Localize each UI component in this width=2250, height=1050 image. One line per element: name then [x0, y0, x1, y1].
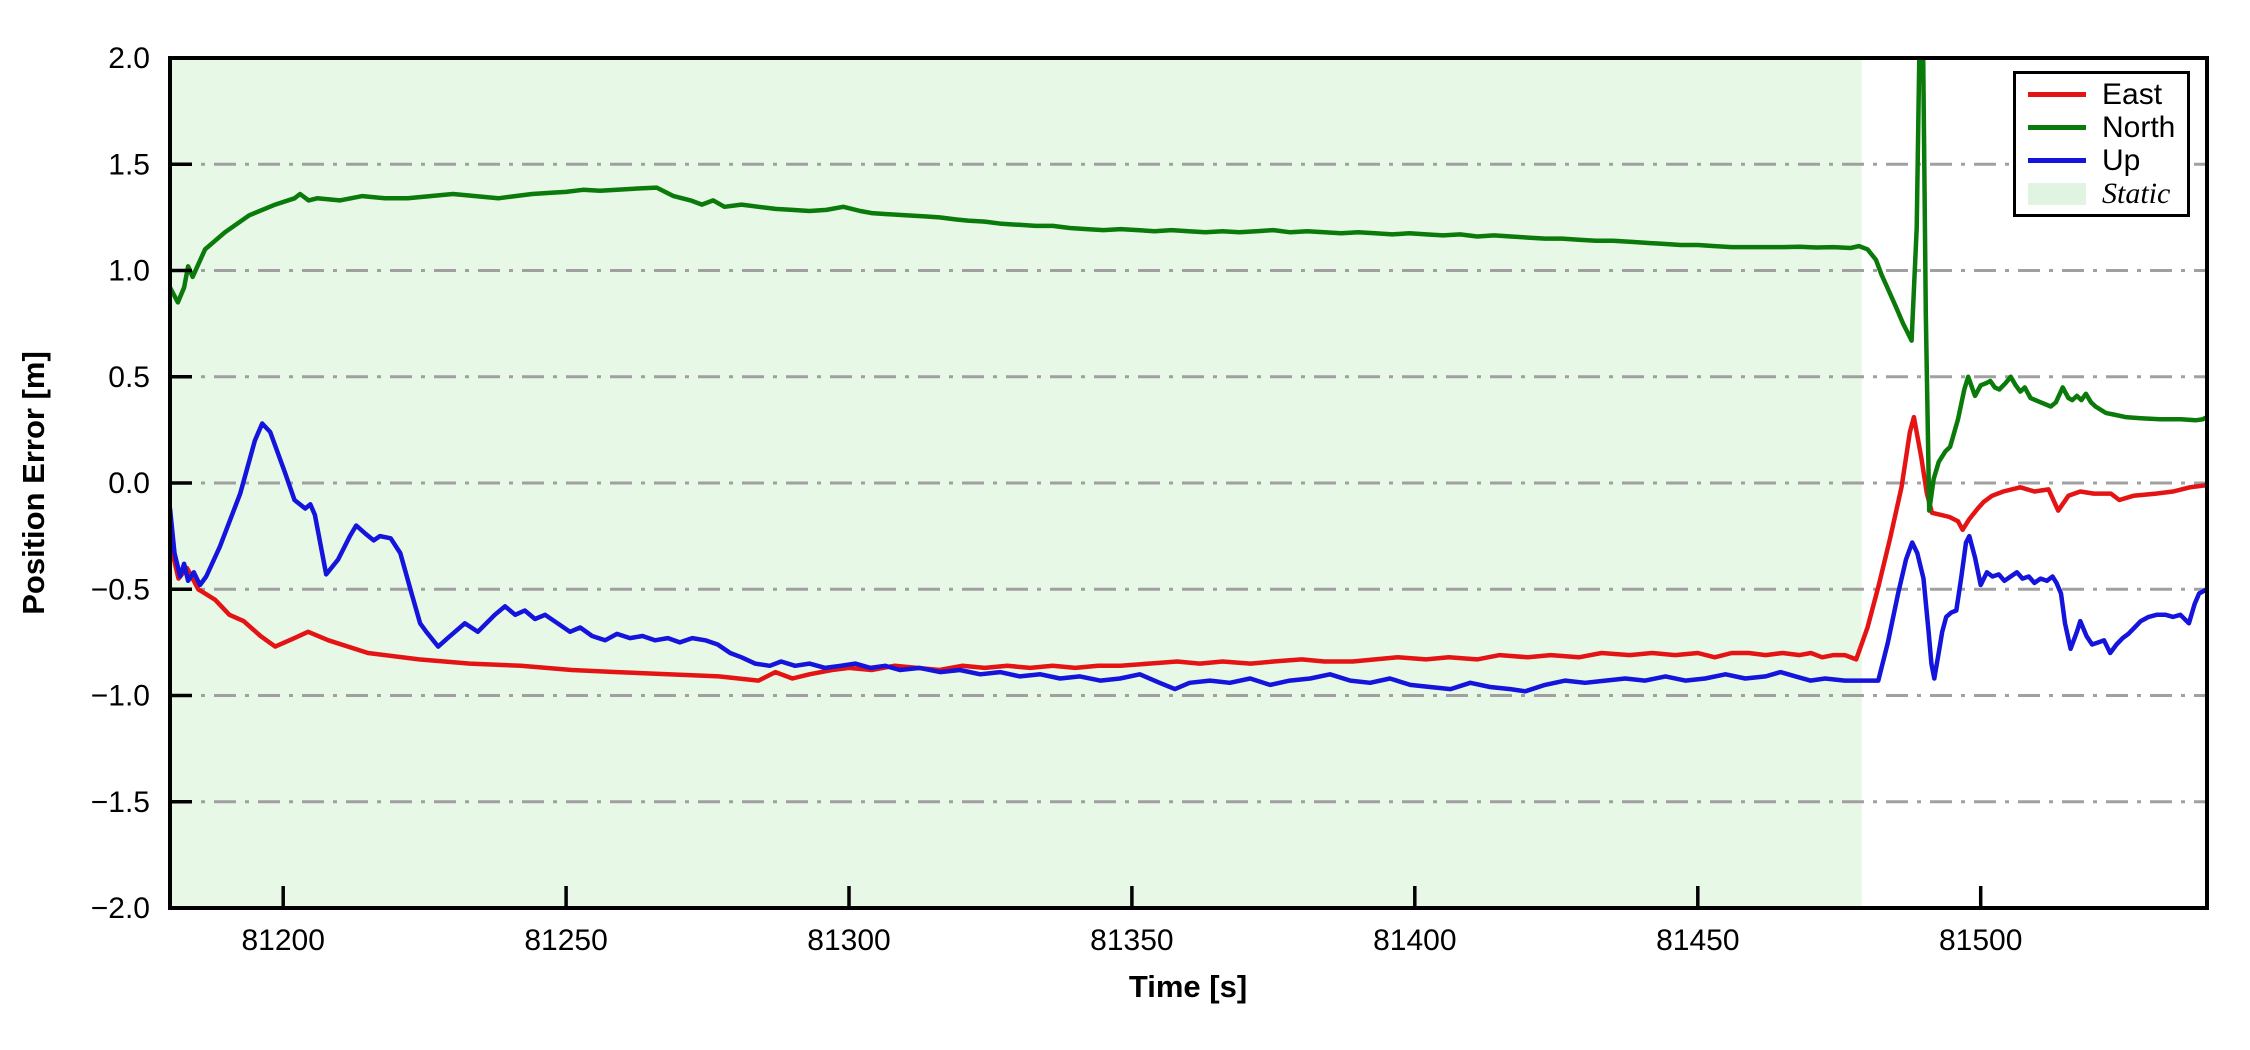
y-tick-label-0.5: 0.5	[108, 361, 150, 394]
y-tick-label-−2.0: −2.0	[91, 892, 150, 925]
legend-item-up: Up	[2028, 144, 2183, 177]
gridline-layer	[170, 162, 2207, 804]
y-tick-label-2.0: 2.0	[108, 42, 150, 75]
series-layer	[170, 58, 2207, 694]
legend-label-east: East	[2102, 77, 2163, 111]
legend-item-north: North	[2028, 111, 2183, 144]
legend: East North Up Static	[2013, 71, 2190, 217]
series-line-north	[170, 58, 2207, 513]
y-axis-title: Position Error [m]	[16, 351, 51, 615]
east-line-swatch	[2028, 92, 2086, 97]
x-tick-label-81200: 81200	[241, 924, 324, 957]
y-tick-label-−0.5: −0.5	[91, 573, 150, 606]
x-tick-label-81500: 81500	[1939, 924, 2022, 957]
legend-item-static: Static	[2028, 177, 2183, 210]
x-tick-label-81250: 81250	[524, 924, 607, 957]
x-tick-label-81350: 81350	[1090, 924, 1173, 957]
legend-item-east: East	[2028, 78, 2183, 111]
legend-label-up: Up	[2102, 143, 2141, 177]
x-tick-label-81450: 81450	[1656, 924, 1739, 957]
north-line-swatch	[2028, 125, 2086, 130]
x-tick-label-81400: 81400	[1373, 924, 1456, 957]
y-tick-label-−1.5: −1.5	[91, 786, 150, 819]
x-tick-label-81300: 81300	[807, 924, 890, 957]
static-patch-swatch	[2028, 182, 2086, 205]
legend-label-static: Static	[2102, 176, 2171, 210]
y-tick-label-1.0: 1.0	[108, 255, 150, 288]
y-tick-label-0.0: 0.0	[108, 467, 150, 500]
x-axis-title: Time [s]	[1129, 969, 1247, 1004]
series-line-up	[170, 421, 2207, 694]
series-line-east	[170, 414, 2207, 683]
tick-label-layer: 81200 81250 81300 81350 81400 81450 81500 −2.0 −…	[91, 42, 2023, 957]
legend-label-north: North	[2102, 110, 2176, 144]
y-tick-label-1.5: 1.5	[108, 148, 150, 181]
axes-layer	[168, 56, 2209, 910]
up-line-swatch	[2028, 158, 2086, 163]
y-tick-label-−1.0: −1.0	[91, 680, 150, 713]
